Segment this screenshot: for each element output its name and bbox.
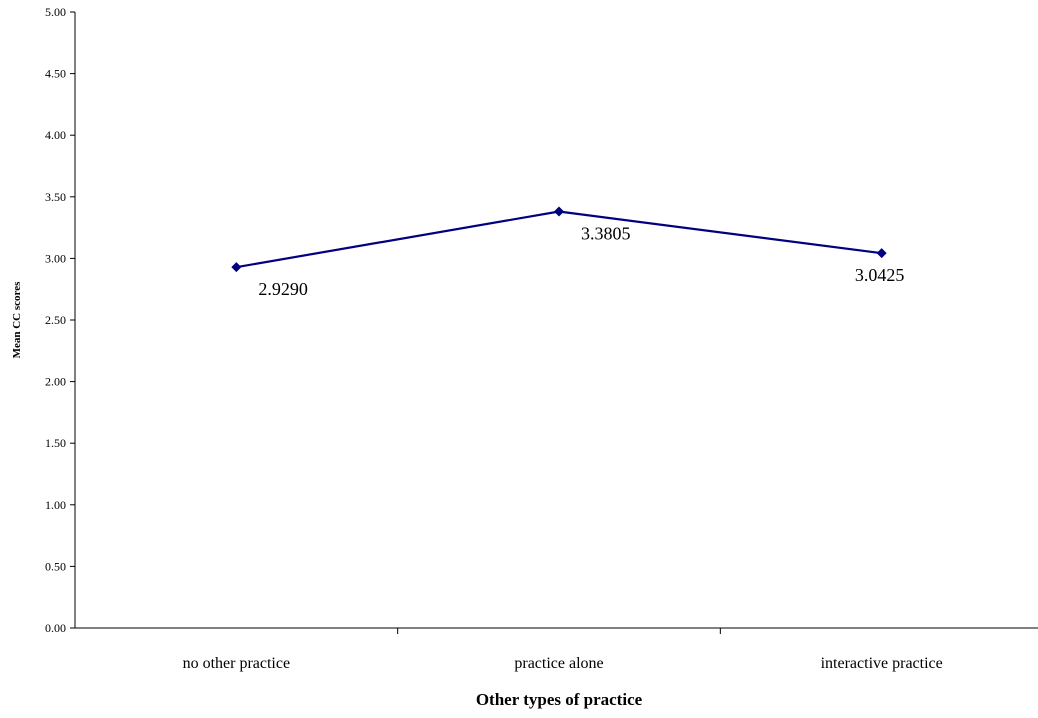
y-tick-label: 3.00 — [45, 251, 66, 265]
series-line — [236, 210, 882, 269]
x-tick-label: practice alone — [514, 655, 603, 672]
y-tick-label: 4.00 — [45, 128, 66, 142]
y-tick-label: 3.50 — [45, 190, 66, 204]
data-label: 3.3805 — [581, 224, 631, 244]
y-tick-label: 0.50 — [45, 559, 66, 573]
data-label: 3.0425 — [855, 265, 905, 285]
x-tick-label: interactive practice — [821, 655, 943, 672]
data-point-marker — [876, 248, 887, 259]
y-tick-label: 4.50 — [45, 67, 66, 81]
x-axis-ticks: no other practice practice alone interacti… — [183, 628, 943, 672]
x-tick-label: no other practice — [183, 655, 291, 672]
y-tick-label: 1.50 — [45, 436, 66, 450]
axes — [74, 12, 1038, 629]
data-point-marker — [231, 262, 242, 273]
data-labels: 2.9290 3.3805 3.0425 — [258, 224, 904, 300]
data-point-marker — [554, 206, 564, 217]
y-axis-ticks: 0.00 0.50 1.00 1.50 2.00 2.50 3.00 3.50 4.00 4.50… — [45, 5, 75, 635]
y-tick-label: 1.00 — [45, 498, 66, 512]
y-tick-label: 5.00 — [45, 5, 66, 19]
y-tick-label: 0.00 — [45, 621, 66, 635]
series-layer — [231, 206, 887, 273]
y-axis-title: Mean CC scores — [11, 281, 23, 358]
data-label: 2.9290 — [258, 279, 308, 299]
y-tick-label: 2.50 — [45, 313, 66, 327]
y-tick-label: 2.00 — [45, 375, 66, 389]
x-axis-title: Other types of practice — [476, 690, 643, 709]
